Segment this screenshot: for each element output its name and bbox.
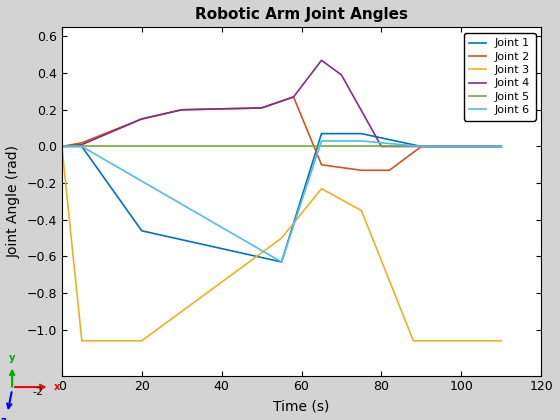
- Joint 1: [418, 144, 424, 149]
- Joint 4: [498, 144, 505, 149]
- Text: x: x: [54, 382, 60, 392]
- Joint 2: [178, 107, 185, 112]
- Joint 2: [498, 144, 505, 149]
- Joint 4: [258, 105, 265, 110]
- Line: Joint 3: Joint 3: [62, 147, 501, 341]
- Joint 6: [278, 260, 285, 265]
- Joint 2: [318, 162, 325, 167]
- Joint 6: [358, 139, 365, 144]
- X-axis label: Time (s): Time (s): [273, 399, 330, 413]
- Joint 3: [278, 236, 285, 241]
- Joint 6: [418, 144, 424, 149]
- Joint 4: [178, 107, 185, 112]
- Text: y: y: [9, 353, 15, 363]
- Joint 3: [58, 144, 65, 149]
- Joint 4: [318, 58, 325, 63]
- Line: Joint 2: Joint 2: [62, 97, 501, 170]
- Text: -2: -2: [32, 387, 44, 397]
- Joint 3: [358, 208, 365, 213]
- Joint 2: [258, 105, 265, 110]
- Y-axis label: Joint Angle (rad): Joint Angle (rad): [7, 145, 21, 258]
- Line: Joint 1: Joint 1: [62, 134, 501, 262]
- Joint 4: [138, 116, 145, 121]
- Joint 4: [418, 144, 424, 149]
- Joint 3: [410, 338, 417, 343]
- Joint 2: [58, 144, 65, 149]
- Joint 4: [338, 72, 345, 77]
- Joint 1: [498, 144, 505, 149]
- Joint 1: [278, 260, 285, 265]
- Joint 2: [138, 116, 145, 121]
- Joint 1: [358, 131, 365, 136]
- Joint 3: [318, 186, 325, 191]
- Joint 6: [318, 139, 325, 144]
- Joint 4: [290, 94, 297, 100]
- Legend: Joint 1, Joint 2, Joint 3, Joint 4, Joint 5, Joint 6: Joint 1, Joint 2, Joint 3, Joint 4, Join…: [464, 33, 535, 121]
- Joint 2: [418, 144, 424, 149]
- Line: Joint 6: Joint 6: [62, 141, 501, 262]
- Joint 2: [358, 168, 365, 173]
- Joint 6: [58, 144, 65, 149]
- Joint 3: [78, 338, 85, 343]
- Text: z: z: [1, 415, 6, 420]
- Joint 4: [58, 144, 65, 149]
- Joint 6: [498, 144, 505, 149]
- Joint 2: [290, 94, 297, 100]
- Joint 3: [138, 338, 145, 343]
- Joint 6: [78, 144, 85, 149]
- Line: Joint 4: Joint 4: [62, 60, 501, 147]
- Joint 1: [78, 144, 85, 149]
- Joint 4: [78, 142, 85, 147]
- Joint 1: [58, 144, 65, 149]
- Joint 4: [378, 144, 385, 149]
- Joint 2: [386, 168, 393, 173]
- Joint 2: [78, 140, 85, 145]
- Joint 1: [318, 131, 325, 136]
- Title: Robotic Arm Joint Angles: Robotic Arm Joint Angles: [195, 7, 408, 22]
- Joint 3: [498, 338, 505, 343]
- Joint 1: [138, 228, 145, 234]
